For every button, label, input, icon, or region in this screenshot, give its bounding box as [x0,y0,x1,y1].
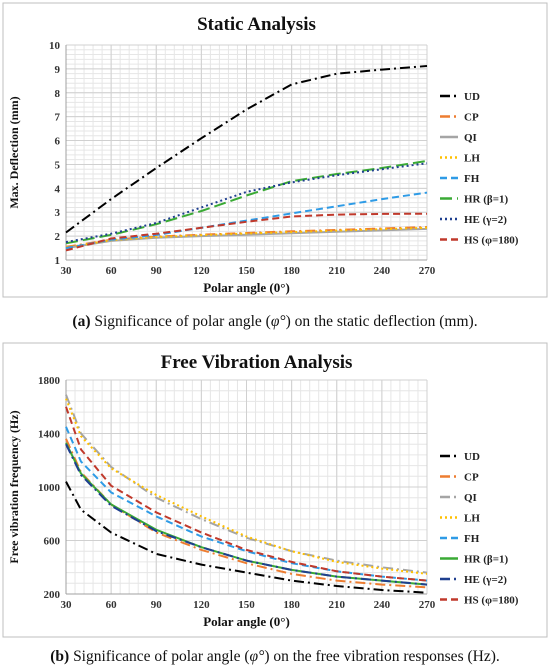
caption-b-text-end: ) on the free vibration responses (Hz). [264,648,500,665]
vibration-title: Free Vibration Analysis [161,352,353,373]
vibration-x-tick-label: 180 [283,599,300,611]
vibration-legend-label: QI [464,492,477,504]
vibration-x-tick-label: 240 [374,599,391,611]
vibration-x-tick-label: 120 [193,599,210,611]
caption-a-text: Significance of polar angle ( [90,313,271,330]
vibration-y-tick-label: 1800 [38,375,61,387]
static-series-group [65,65,428,252]
vibration-series-line-1 [65,481,428,594]
static-x-tick-label: 180 [283,265,300,277]
vibration-series-line-8 [65,406,428,582]
static-x-tick-label: 120 [193,265,210,277]
static-y-axis-label: Max. Deflection (mm) [7,96,21,208]
vibration-gridlines [65,379,428,595]
static-legend-label: CP [464,112,479,124]
vibration-legend-label: LH [464,513,480,525]
vibration-x-tick-label: 270 [419,599,436,611]
caption-b-symbol: φ° [249,648,265,665]
caption-b-text: Significance of polar angle ( [69,648,250,665]
vibration-y-tick-label: 200 [44,589,61,601]
static-y-tick-label: 10 [49,40,61,52]
vibration-legend-label: FH [464,533,480,545]
static-analysis-chart: 30 60 90 120 150 180 210 240 270 1 2 3 4 5 6 7 8 9 10 Stati… [2,2,548,298]
vibration-legend-label: HR (β=1) [464,554,508,566]
vibration-y-tick-label: 1000 [38,482,61,494]
vibration-series-group [65,394,428,594]
static-y-tick-label: 9 [55,64,61,76]
static-y-tick-label: 7 [55,112,61,124]
vibration-x-tick-label: 30 [61,599,73,611]
static-legend-label: QI [464,132,477,144]
static-x-tick-label: 240 [374,265,391,277]
static-series-line-4 [65,226,428,249]
static-legend: UD CP QI LH FH HR (β=1) HE (γ=2) HS (φ=180) [440,91,519,247]
static-series-line-5 [65,191,428,250]
vibration-legend-label: CP [464,472,479,484]
static-series-line-6 [65,159,428,245]
vibration-legend-label: HE (γ=2) [464,574,507,586]
static-x-tick-label: 60 [106,265,118,277]
static-y-tick-label: 8 [55,88,61,100]
static-legend-label: HS (φ=180) [464,235,519,247]
vibration-x-tick-label: 150 [238,599,255,611]
static-y-tick-label: 6 [55,136,61,148]
caption-a-label: (a) [72,313,91,330]
static-x-tick-label: 90 [151,265,163,277]
caption-b: (b) Significance of polar angle (φ°) on … [0,648,550,666]
caption-a-text-end: ) on the static deflection (mm). [285,313,478,330]
static-x-axis-label: Polar angle (0°) [203,280,290,295]
vibration-series-line-2 [65,438,428,589]
static-series-line-8 [65,212,428,252]
vibration-legend-label: HS (φ=180) [464,595,519,607]
caption-a-symbol: φ° [270,313,286,330]
vibration-y-tick-label: 1400 [38,429,61,441]
static-series-line-1 [65,65,428,234]
vibration-x-axis-label: Polar angle (0°) [203,614,290,629]
vibration-series-line-4 [65,398,428,575]
vibration-x-tick-label: 60 [106,599,118,611]
free-vibration-chart: 30 60 90 120 150 180 210 240 270 200 600 1000 1400 18… [2,342,548,638]
static-legend-label: FH [464,173,480,185]
static-legend-label: LH [464,153,480,165]
static-title: Static Analysis [197,14,316,35]
static-x-tick-label: 270 [419,265,436,277]
static-y-tick-label: 3 [55,207,61,219]
static-gridlines [65,44,428,261]
vibration-x-tick-label: 210 [329,599,346,611]
caption-b-label: (b) [50,648,70,665]
vibration-x-tick-label: 90 [151,599,163,611]
static-x-tick-label: 210 [329,265,346,277]
static-x-tick-label: 30 [61,265,73,277]
vibration-y-axis-label: Free vibration frequency (Hz) [7,410,21,563]
vibration-legend: UD CP QI LH FH HR (β=1) HE (γ=2) HS (φ=180) [440,451,519,607]
static-series-line-7 [65,162,428,244]
static-y-tick-label: 1 [55,255,61,267]
vibration-y-tick-label: 600 [44,536,61,548]
static-y-tick-label: 2 [55,231,61,243]
static-legend-label: HR (β=1) [464,194,508,206]
vibration-frame [2,342,548,638]
static-legend-label: UD [464,91,480,103]
caption-a: (a) Significance of polar angle (φ°) on … [0,313,550,331]
vibration-series-line-7 [65,443,428,586]
static-legend-label: HE (γ=2) [464,214,507,226]
static-x-tick-label: 150 [238,265,255,277]
vibration-legend-label: UD [464,451,480,463]
static-y-tick-label: 4 [55,183,61,195]
static-y-tick-label: 5 [55,159,61,171]
vibration-series-line-3 [65,394,428,574]
